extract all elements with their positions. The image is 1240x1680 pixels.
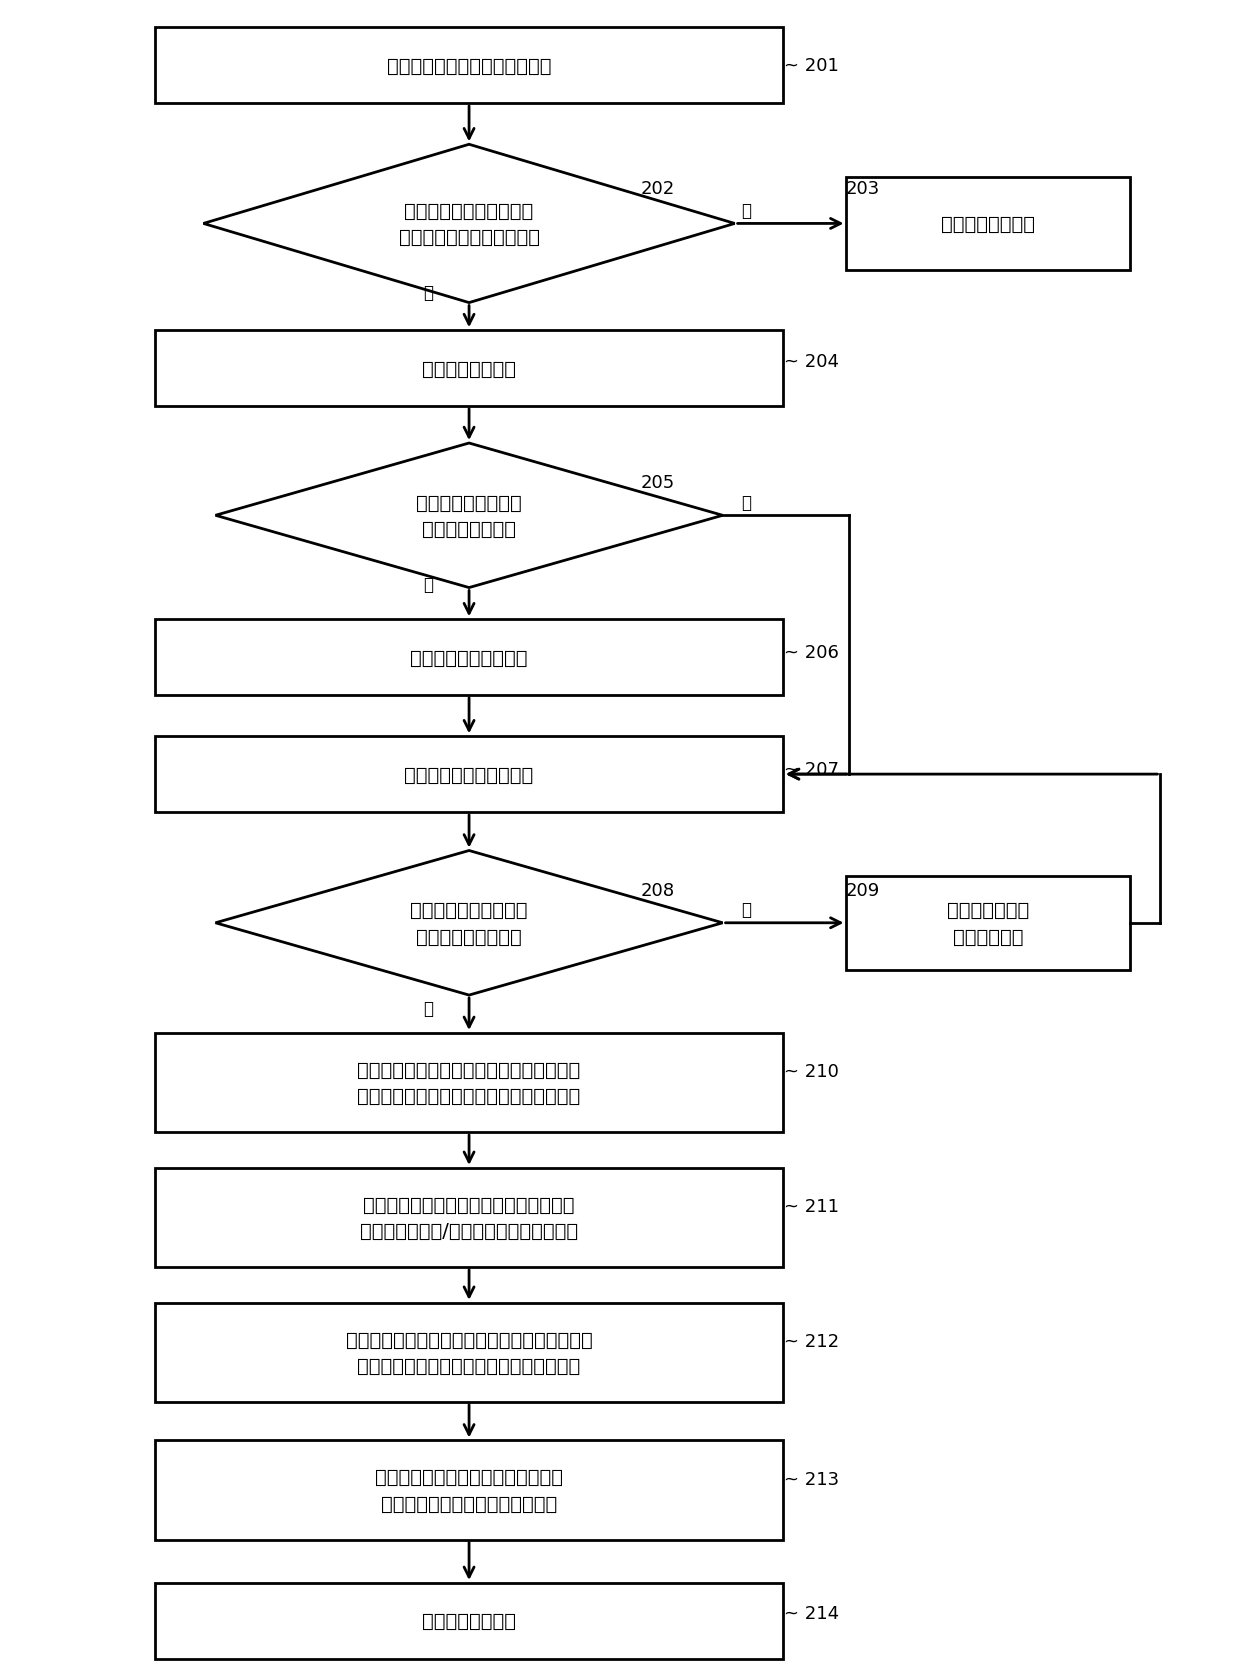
Bar bbox=[155, 738, 782, 813]
Text: 提示用户识别成功: 提示用户识别成功 bbox=[422, 360, 516, 378]
Text: 否: 否 bbox=[740, 202, 750, 220]
Text: 待所述消费终端的网络恢复后，接收到请求上传
数据的远程控制命令，上传所述待传输数据: 待所述消费终端的网络恢复后，接收到请求上传 数据的远程控制命令，上传所述待传输数… bbox=[346, 1331, 593, 1376]
Text: ~ 210: ~ 210 bbox=[784, 1063, 839, 1080]
Text: 清空所述临时账户中的所述消费信息
以及所述消费信息匹配的用户信息: 清空所述临时账户中的所述消费信息 以及所述消费信息匹配的用户信息 bbox=[374, 1467, 563, 1512]
Text: 更新所述用户信息: 更新所述用户信息 bbox=[422, 1611, 516, 1630]
Text: 提示用户识别失败: 提示用户识别失败 bbox=[941, 215, 1035, 234]
Text: 否: 否 bbox=[740, 494, 750, 511]
Text: 接收外部输入的消费信息: 接收外部输入的消费信息 bbox=[404, 764, 533, 785]
Polygon shape bbox=[216, 852, 723, 996]
Bar bbox=[155, 1033, 782, 1132]
Bar bbox=[847, 178, 1130, 270]
Text: ~ 212: ~ 212 bbox=[784, 1332, 839, 1351]
Text: ~ 214: ~ 214 bbox=[784, 1603, 839, 1621]
Text: 提示消费成功，根据所述消费信息以及所述
消费信息匹配的用户信息形成一待传输数据: 提示消费成功，根据所述消费信息以及所述 消费信息匹配的用户信息形成一待传输数据 bbox=[357, 1060, 580, 1105]
Text: ~ 213: ~ 213 bbox=[784, 1470, 839, 1488]
Text: 拒绝此次消费，
提示消费失败: 拒绝此次消费， 提示消费失败 bbox=[947, 900, 1029, 946]
Text: ~ 207: ~ 207 bbox=[784, 759, 839, 778]
Text: 209: 209 bbox=[846, 882, 880, 899]
Text: 203: 203 bbox=[846, 180, 880, 198]
Text: 将所述消费信息以及所述消费信息匹配的
用户信息保存和/或合并于所述临时账户中: 将所述消费信息以及所述消费信息匹配的 用户信息保存和/或合并于所述临时账户中 bbox=[360, 1194, 578, 1240]
Bar bbox=[155, 331, 782, 407]
Bar bbox=[155, 1304, 782, 1403]
Text: 读取所述临时账户信息: 读取所述临时账户信息 bbox=[410, 648, 528, 667]
Bar bbox=[847, 877, 1130, 969]
Text: ~ 211: ~ 211 bbox=[784, 1198, 839, 1216]
Bar bbox=[155, 620, 782, 696]
Text: 是: 是 bbox=[423, 576, 433, 593]
Text: 205: 205 bbox=[641, 474, 675, 492]
Text: 是: 是 bbox=[740, 900, 750, 919]
Polygon shape bbox=[216, 444, 723, 588]
Text: ~ 204: ~ 204 bbox=[784, 353, 839, 371]
Text: 判断所述消费信息是否
超过无网络消费额度: 判断所述消费信息是否 超过无网络消费额度 bbox=[410, 900, 528, 946]
Text: 基于近场通讯方式获取用户信息: 基于近场通讯方式获取用户信息 bbox=[387, 57, 552, 76]
Bar bbox=[155, 29, 782, 104]
Bar bbox=[155, 1583, 782, 1658]
Bar bbox=[155, 1168, 782, 1267]
Text: 用户信息与临时账户
信息是否匹配成功: 用户信息与临时账户 信息是否匹配成功 bbox=[417, 494, 522, 539]
Text: 识别用户信息，判断用户
是否有权限使用该消费终端: 识别用户信息，判断用户 是否有权限使用该消费终端 bbox=[398, 202, 539, 247]
Text: 是: 是 bbox=[423, 284, 433, 302]
Polygon shape bbox=[203, 144, 735, 304]
Text: 208: 208 bbox=[641, 882, 675, 899]
Text: 否: 否 bbox=[423, 1000, 433, 1018]
Bar bbox=[155, 1440, 782, 1539]
Text: 202: 202 bbox=[641, 180, 675, 198]
Text: ~ 206: ~ 206 bbox=[784, 643, 839, 662]
Text: ~ 201: ~ 201 bbox=[784, 57, 839, 76]
